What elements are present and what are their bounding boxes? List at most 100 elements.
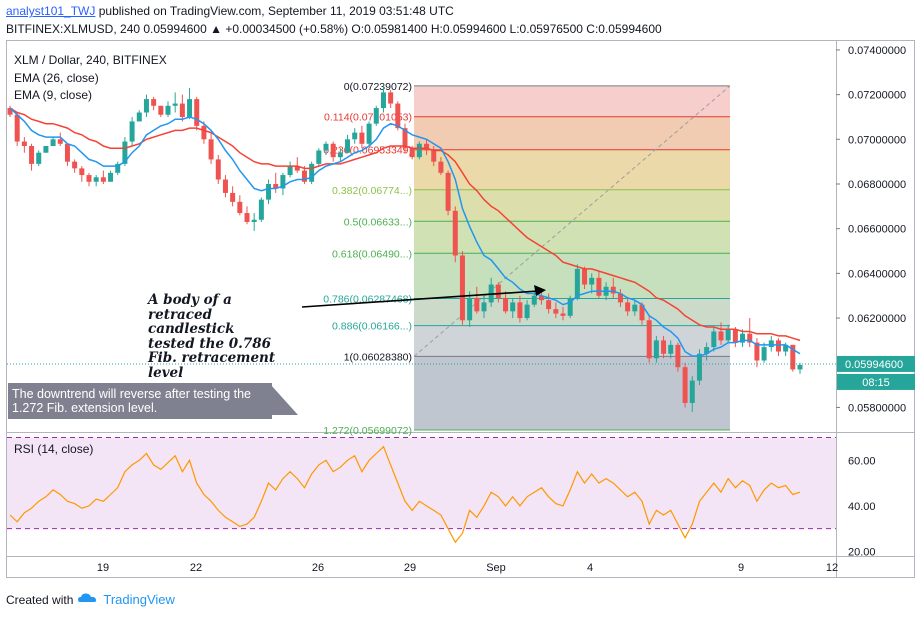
candle-body [416,143,422,158]
candle-body [143,99,149,113]
candle-body [359,132,365,144]
candle-body [388,92,394,104]
note-line: candlestick [148,321,235,337]
candle-body [251,219,257,222]
candle-body [625,302,631,312]
candle-body [201,125,207,140]
callout-pointer [271,385,298,415]
candle-body [661,340,667,354]
candle-body [582,268,588,285]
candle-body [740,333,746,343]
candle-body [467,297,473,321]
candle-body [682,367,688,403]
candle-body [610,286,616,294]
rsi-title: RSI (14, close) [14,442,93,456]
candle-body [158,105,164,115]
callout: The downtrend will reverse after testing… [8,383,298,419]
candle-body [294,166,300,171]
candle-body [696,353,702,381]
candle-body [29,146,35,164]
candle-body [589,277,595,285]
price-tick-label: 0.06800000 [848,179,906,191]
fib-label: 1.272(0.05699072) [323,425,412,437]
annotation-arrow [301,290,539,308]
candle-body [244,213,250,222]
candle-body [761,347,767,361]
price-tick-label: 0.07400000 [848,45,906,57]
rsi-tick-label: 40.00 [848,501,876,513]
candle-body [517,302,523,319]
candle-body [380,92,386,109]
header-ohlc: BITFINEX:XLMUSD, 240 0.05994600 ▲ +0.000… [6,22,662,36]
legend-ema9: EMA (9, close) [14,88,92,102]
candle-body [531,295,537,305]
candle-body [732,329,738,343]
candle-body [72,161,78,169]
candle-body [725,329,731,341]
candle-body [689,380,695,403]
candle-body [567,297,573,316]
fib-label: 0(0.07239072) [344,81,412,93]
footer: Created with TradingView [6,592,175,607]
candle-body [179,103,185,117]
rsi-tick-label: 20.00 [848,546,876,558]
candle-body [330,143,336,158]
fib-zone [414,85,730,117]
candle-body [208,139,214,160]
candle-body [301,170,307,182]
price-tick-label: 0.05800000 [848,402,906,414]
annotation-note: A body of a retraced candlestick tested … [148,293,298,380]
candle-body [775,340,781,352]
chart-title: XLM / Dollar, 240, BITFINEX [14,53,167,67]
candle-body [538,295,544,301]
candle-body [639,304,645,321]
fib-label: 0.786(0.06287468) [323,294,412,306]
candle-body [323,143,329,151]
candle-body [675,344,681,368]
countdown-badge [837,373,915,390]
chart-frame [6,40,915,578]
fib-zone [414,253,730,299]
candle-body [431,150,437,162]
candle-body [395,103,401,129]
fib-zone [414,116,730,150]
candle-body [287,166,293,176]
time-tick-label: 12 [826,562,838,574]
candle-body [797,364,803,370]
candle-body [438,161,444,173]
fib-zone [414,325,730,357]
candle-body [481,302,487,312]
candle-body [108,172,114,182]
callout-text: The downtrend will reverse after testing… [12,387,252,415]
candle-body [402,128,408,149]
fib-label: 1(0.06028380) [344,351,412,363]
countdown-value: 08:15 [862,377,890,389]
candle-body [452,210,458,256]
fib-zone [414,149,730,190]
last-price-badge [837,355,915,372]
candle-body [21,141,27,147]
legend-ema26: EMA (26, close) [14,71,99,85]
candle-body [136,112,142,122]
author-link[interactable]: analyst101_TWJ [6,4,96,18]
candle-body [445,172,451,211]
candle-body [64,143,70,162]
candle-body [172,103,178,106]
candle-body [503,297,509,312]
note-line: Fib. retracement [148,350,276,366]
candle-body [100,177,106,182]
tradingview-brand[interactable]: TradingView [103,592,175,607]
created-with-text: Created with [6,592,74,607]
candle-body [424,143,430,151]
candle-body [366,123,372,144]
time-tick-label: 9 [738,562,744,574]
last-price-value: 0.05994600 [845,359,903,371]
candle-body [115,163,121,173]
candle-body [129,121,135,142]
fib-label: 0.382(0.06774...) [332,185,412,197]
candle-body [165,105,171,115]
candle-body [345,139,351,153]
rsi-band [7,437,836,529]
candle-body [704,347,710,354]
